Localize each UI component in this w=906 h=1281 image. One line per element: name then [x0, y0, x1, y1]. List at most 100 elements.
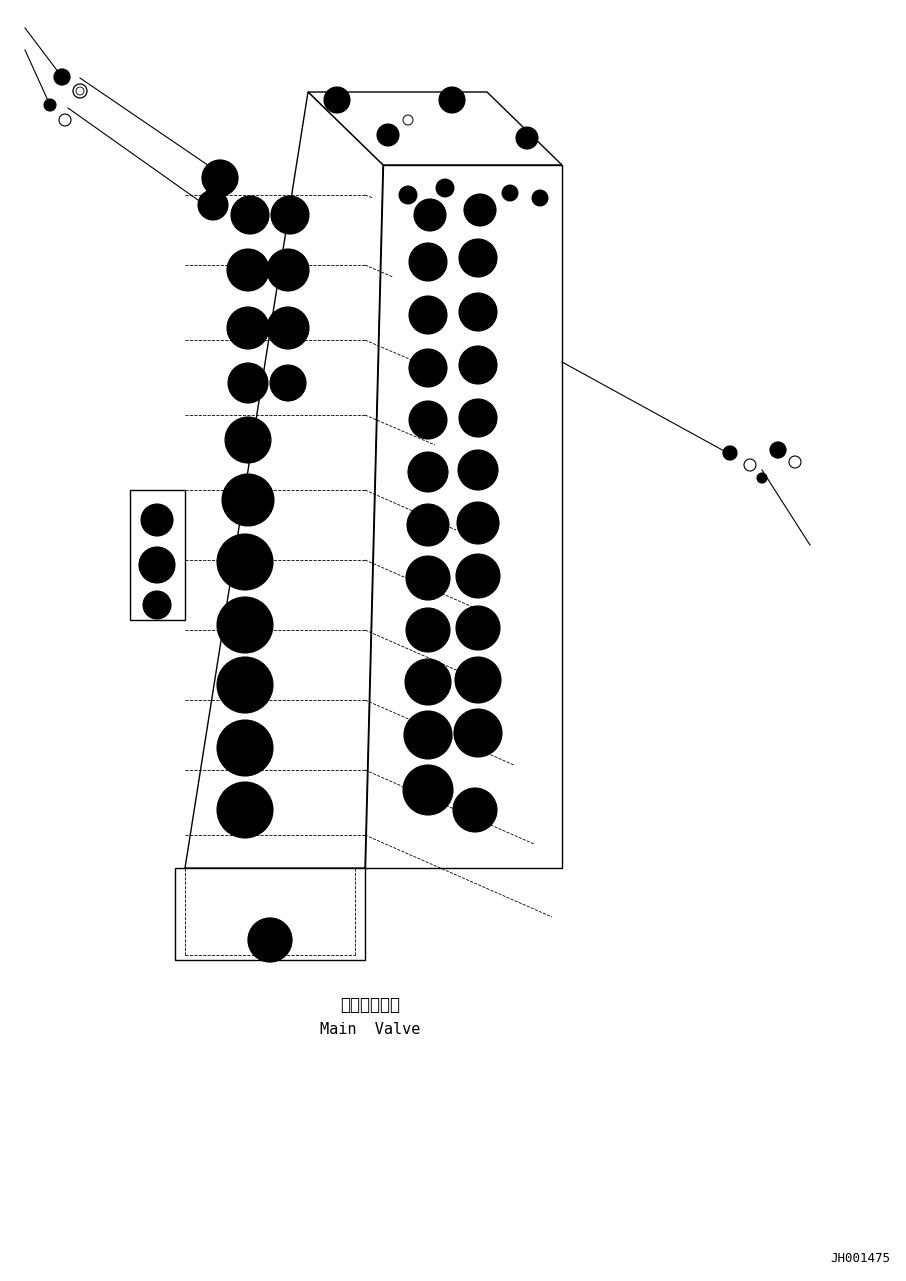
- Circle shape: [467, 459, 489, 480]
- Circle shape: [454, 708, 502, 757]
- Circle shape: [227, 249, 269, 291]
- Circle shape: [457, 502, 499, 544]
- Circle shape: [414, 199, 446, 231]
- Circle shape: [464, 719, 492, 747]
- Circle shape: [198, 190, 228, 220]
- Circle shape: [414, 667, 442, 696]
- Circle shape: [414, 721, 442, 749]
- Circle shape: [466, 511, 490, 535]
- Circle shape: [406, 608, 450, 652]
- Circle shape: [44, 99, 56, 111]
- Circle shape: [459, 398, 497, 437]
- Circle shape: [202, 160, 238, 196]
- Circle shape: [225, 418, 271, 462]
- Circle shape: [456, 606, 500, 649]
- Circle shape: [403, 765, 453, 815]
- Circle shape: [418, 410, 438, 430]
- Circle shape: [409, 243, 447, 281]
- Circle shape: [413, 775, 443, 804]
- Circle shape: [468, 409, 488, 428]
- Circle shape: [267, 249, 309, 291]
- Circle shape: [532, 190, 548, 206]
- Polygon shape: [308, 92, 562, 165]
- Circle shape: [472, 202, 488, 218]
- Circle shape: [324, 87, 350, 113]
- Circle shape: [418, 252, 438, 272]
- Circle shape: [468, 249, 488, 268]
- Circle shape: [462, 797, 488, 822]
- Circle shape: [459, 293, 497, 330]
- Circle shape: [217, 657, 273, 714]
- Circle shape: [459, 346, 497, 384]
- Circle shape: [54, 69, 70, 85]
- Circle shape: [516, 127, 538, 149]
- Circle shape: [222, 474, 274, 526]
- Circle shape: [415, 617, 441, 643]
- Circle shape: [228, 731, 262, 765]
- Circle shape: [468, 355, 488, 375]
- Circle shape: [217, 597, 273, 653]
- Circle shape: [406, 556, 450, 600]
- Circle shape: [439, 87, 465, 113]
- Circle shape: [231, 196, 269, 234]
- Circle shape: [773, 445, 783, 455]
- Polygon shape: [365, 165, 562, 869]
- Circle shape: [404, 711, 452, 760]
- Circle shape: [464, 193, 496, 225]
- Circle shape: [422, 208, 438, 223]
- Circle shape: [217, 781, 273, 838]
- Circle shape: [757, 473, 767, 483]
- Circle shape: [228, 667, 262, 702]
- Circle shape: [238, 373, 258, 393]
- Circle shape: [409, 401, 447, 439]
- Circle shape: [217, 534, 273, 591]
- Circle shape: [270, 365, 306, 401]
- Circle shape: [248, 918, 292, 962]
- Circle shape: [436, 179, 454, 197]
- Circle shape: [377, 124, 399, 146]
- Polygon shape: [185, 92, 383, 869]
- Circle shape: [271, 196, 309, 234]
- Circle shape: [228, 793, 262, 828]
- Circle shape: [228, 544, 262, 579]
- Circle shape: [237, 316, 259, 339]
- Circle shape: [502, 184, 518, 201]
- Circle shape: [407, 503, 449, 546]
- Text: メインバルブ: メインバルブ: [340, 997, 400, 1015]
- Circle shape: [148, 511, 166, 529]
- Circle shape: [228, 363, 268, 404]
- Circle shape: [147, 555, 167, 575]
- Circle shape: [415, 565, 441, 591]
- Circle shape: [455, 657, 501, 703]
- Circle shape: [464, 666, 492, 694]
- Circle shape: [456, 553, 500, 598]
- Polygon shape: [130, 491, 185, 620]
- Circle shape: [139, 547, 175, 583]
- Circle shape: [228, 608, 262, 642]
- Text: Main  Valve: Main Valve: [320, 1022, 420, 1038]
- Circle shape: [399, 186, 417, 204]
- Circle shape: [468, 302, 488, 322]
- Circle shape: [458, 450, 498, 491]
- Circle shape: [277, 316, 299, 339]
- Circle shape: [408, 452, 448, 492]
- Circle shape: [409, 348, 447, 387]
- Circle shape: [459, 240, 497, 277]
- Circle shape: [208, 167, 232, 190]
- Circle shape: [770, 442, 786, 459]
- Polygon shape: [175, 869, 365, 959]
- Circle shape: [57, 72, 67, 82]
- Circle shape: [418, 357, 438, 378]
- Circle shape: [280, 205, 300, 225]
- Circle shape: [465, 564, 491, 589]
- Circle shape: [235, 427, 261, 453]
- Text: JH001475: JH001475: [830, 1252, 890, 1266]
- Circle shape: [418, 305, 438, 325]
- Circle shape: [409, 296, 447, 334]
- Circle shape: [267, 307, 309, 348]
- Circle shape: [240, 205, 260, 225]
- Circle shape: [453, 788, 497, 831]
- Circle shape: [405, 658, 451, 705]
- Circle shape: [723, 446, 737, 460]
- Circle shape: [256, 926, 284, 954]
